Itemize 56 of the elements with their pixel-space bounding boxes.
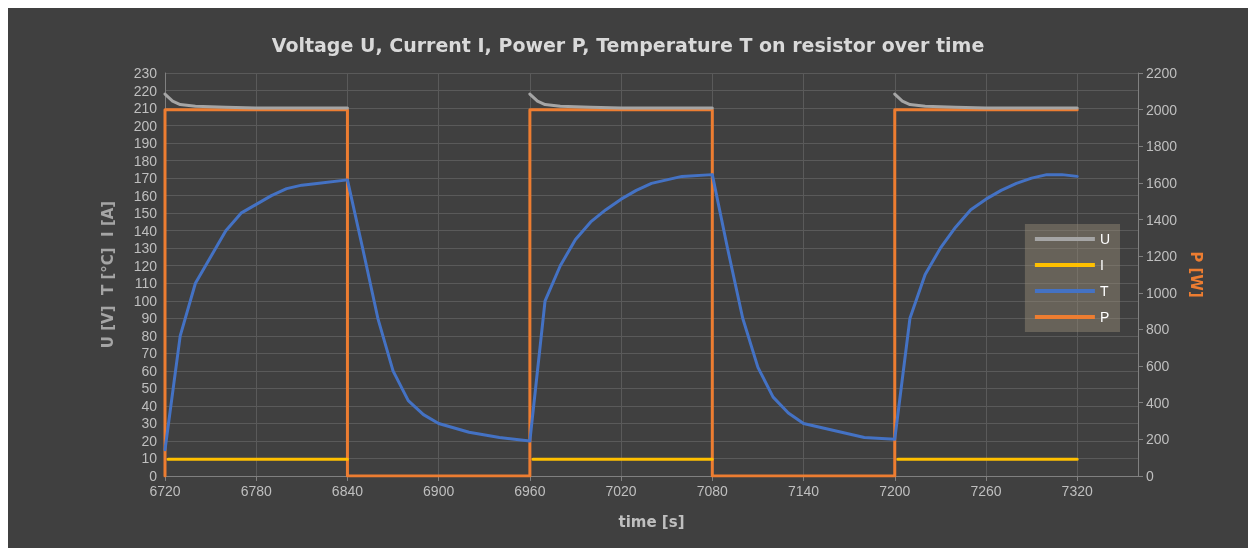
x-tick-label: 6720 [149,483,181,499]
y2-tick-label: 1200 [1146,248,1178,265]
y-tick-label: 200 [133,117,158,134]
x-tick-label: 7080 [696,483,729,499]
x-tick-label: 6780 [240,483,272,499]
y2-tick-label: 1400 [1146,211,1178,228]
y-axis-title: U [V] T [°C] I [A] [98,200,117,349]
y-tick-label: 40 [141,397,158,414]
legend-label: P [1099,309,1110,325]
y-tick-label: 140 [133,222,158,239]
x-tick-label: 6900 [423,483,455,499]
y2-tick-label: 1000 [1146,284,1178,301]
chart-title: Voltage U, Current I, Power P, Temperature T on resistor over time [271,33,985,56]
x-tick-label: 6840 [331,483,364,499]
line-series [163,173,1079,452]
y-tick-label: 220 [133,82,158,99]
y-tick-label: 70 [141,345,158,362]
y-tick-label: 180 [133,152,158,169]
x-tick-label: 7140 [787,483,820,499]
y-tick-label: 210 [133,100,158,117]
y2-tick-label: 600 [1146,358,1170,375]
x-tick-label: 7260 [970,483,1002,499]
y-tick-label: 60 [141,362,158,379]
y-tick-label: 20 [141,432,158,449]
y-tick-label: 90 [141,310,158,327]
y-tick-label: 130 [133,240,158,257]
y2-tick-label: 200 [1146,431,1170,448]
y-tick-label: 120 [133,257,158,274]
y-tick-label: 10 [141,450,158,467]
y-tick-label: 100 [133,292,158,309]
y2-axis-title: P [W] [1186,251,1205,298]
x-axis-title: time [s] [618,512,685,531]
y2-tick-label: 1800 [1146,138,1178,155]
legend-label: U [1099,231,1111,247]
y-tick-label: 80 [141,327,158,344]
y2-tick-label: 400 [1146,394,1170,411]
y-tick-label: 160 [133,187,158,204]
y-tick-label: 30 [141,415,158,432]
y-tick-label: 50 [141,380,158,397]
y2-tick-label: 2200 [1146,65,1178,81]
x-tick-label: 7020 [605,483,637,499]
y2-tick-label: 2000 [1146,101,1178,118]
y-tick-label: 110 [134,275,158,292]
y2-tick-label: 0 [1146,468,1154,484]
y-tick-label: 230 [133,65,158,81]
y-tick-label: 150 [133,205,158,222]
y2-tick-label: 1600 [1146,174,1178,191]
legend-label: T [1099,283,1109,299]
y2-tick-label: 800 [1146,321,1170,338]
x-tick-label: 6960 [514,483,546,499]
legend-label: I [1099,257,1104,273]
x-tick-label: 7320 [1061,483,1093,499]
y-tick-label: 0 [149,468,158,484]
y-tick-label: 170 [133,170,158,187]
y-tick-label: 190 [133,135,158,152]
x-tick-label: 7200 [879,483,911,499]
